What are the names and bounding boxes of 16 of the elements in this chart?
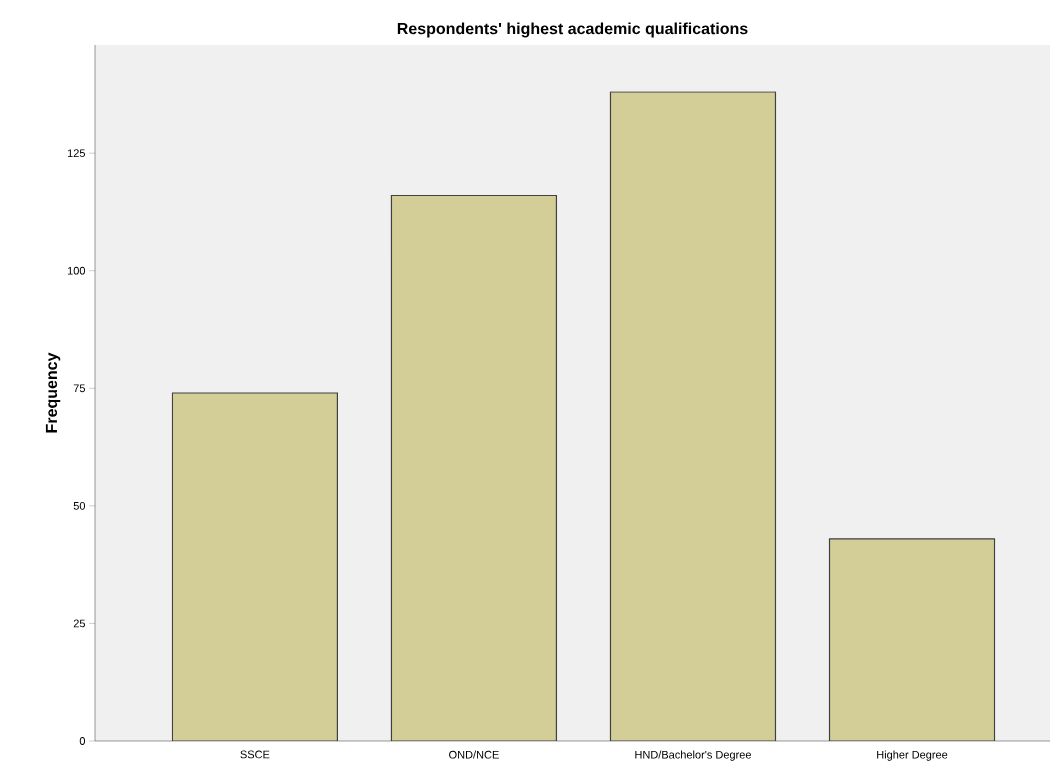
x-tick-label: OND/NCE — [449, 750, 499, 759]
x-tick-label: SSCE — [240, 750, 270, 759]
y-tick-label: 0 — [79, 737, 86, 745]
x-tick-label: Higher Degree — [877, 750, 948, 761]
y-axis-title: Frequency — [45, 352, 61, 433]
y-tick-label: 100 — [67, 266, 86, 275]
y-tick-label: 25 — [73, 619, 85, 628]
y-tick-label: 75 — [73, 384, 85, 393]
y-tick-label: 50 — [73, 501, 86, 510]
bar — [609, 91, 777, 741]
x-tick-label: HND/Bachelor's Degree — [635, 750, 751, 761]
bar — [171, 392, 338, 741]
y-tick-label: 125 — [67, 149, 85, 158]
bar — [828, 538, 996, 741]
chart-title: Respondents' highest academic qualifications — [397, 22, 748, 38]
bar — [390, 194, 558, 741]
